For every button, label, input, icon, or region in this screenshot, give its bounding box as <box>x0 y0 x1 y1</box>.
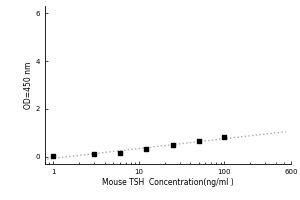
Point <box>118 151 122 155</box>
Point <box>196 139 201 143</box>
Point <box>170 143 175 146</box>
Y-axis label: OD=450 nm: OD=450 nm <box>24 61 33 109</box>
Point <box>143 148 148 151</box>
Point <box>51 154 56 157</box>
Point <box>92 153 97 156</box>
Point <box>222 136 227 139</box>
X-axis label: Mouse TSH  Concentration(ng/ml ): Mouse TSH Concentration(ng/ml ) <box>102 178 234 187</box>
